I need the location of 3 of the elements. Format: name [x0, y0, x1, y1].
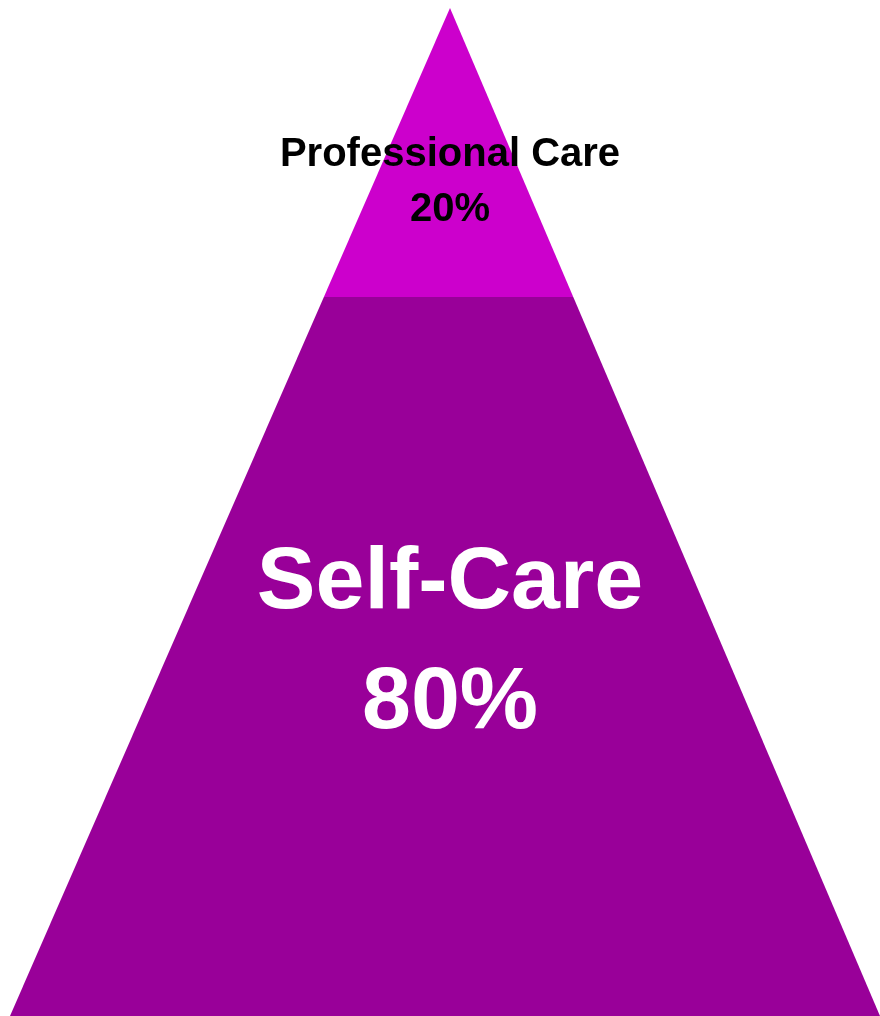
category-label: Self-Care	[256, 528, 644, 628]
data-label: 20%	[409, 184, 491, 229]
data-label: 80%	[361, 647, 539, 747]
